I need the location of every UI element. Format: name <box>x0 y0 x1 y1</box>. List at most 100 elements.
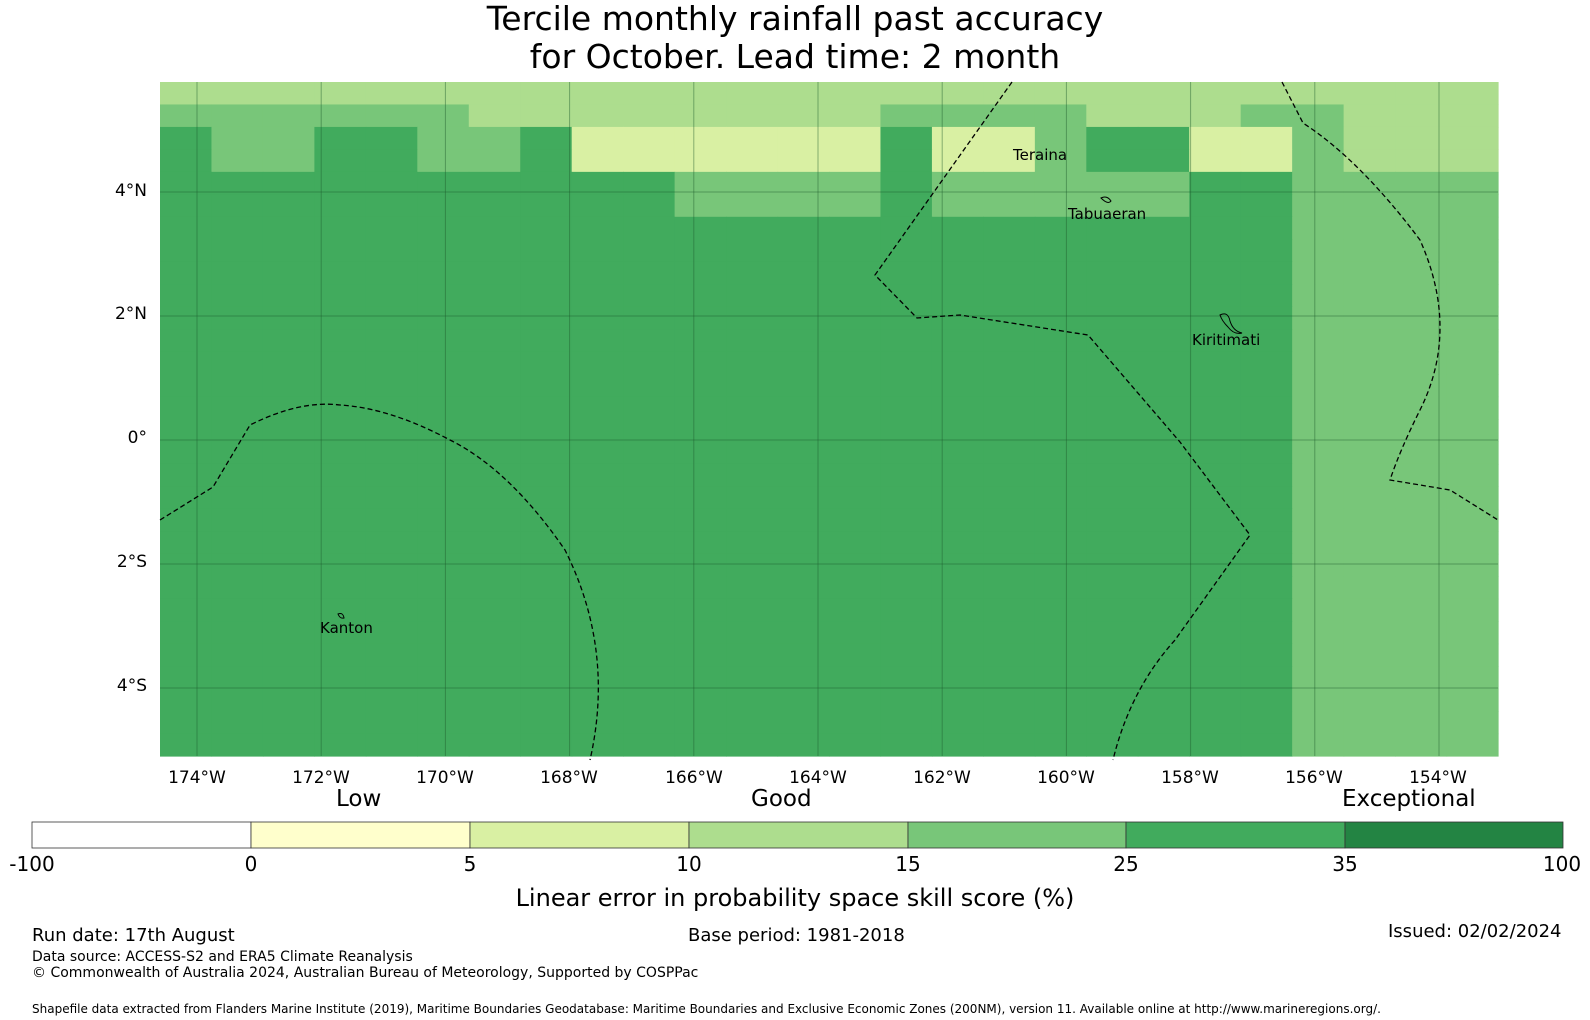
grid-cell <box>1086 126 1139 150</box>
grid-cell <box>211 621 264 645</box>
lon-label-158w: 158°W <box>1161 768 1219 788</box>
grid-cell <box>1189 149 1242 173</box>
grid-cell <box>1189 688 1242 712</box>
grid-cell <box>623 553 676 577</box>
grid-cell <box>931 239 984 263</box>
grid-cell <box>1292 576 1345 600</box>
grid-cell <box>1446 666 1499 690</box>
grid-cell <box>1240 329 1293 353</box>
grid-cell <box>983 261 1036 285</box>
grid-cell <box>571 239 624 263</box>
grid-cell <box>1086 171 1139 195</box>
grid-cell <box>983 104 1036 128</box>
lon-label-154w: 154°W <box>1409 768 1467 788</box>
grid-cell <box>1395 104 1448 128</box>
grid-cell <box>211 643 264 667</box>
grid-cell <box>623 441 676 465</box>
grid-cell <box>314 306 367 330</box>
grid-cell <box>1343 396 1396 420</box>
grid-cell <box>829 621 882 645</box>
colorbar <box>31 821 1564 849</box>
grid-cell <box>674 733 727 757</box>
grid-cell <box>160 621 213 645</box>
eez-boundaries <box>159 81 1499 761</box>
grid-cell <box>1292 82 1345 106</box>
grid-cell <box>417 576 470 600</box>
grid-cell <box>1292 104 1345 128</box>
grid-cell <box>1137 508 1190 532</box>
grid-cell <box>211 351 264 375</box>
grid-cell <box>1189 486 1242 510</box>
grid-cell <box>829 553 882 577</box>
grid-cell <box>777 329 830 353</box>
category-exceptional: Exceptional <box>1342 786 1476 812</box>
grid-cell <box>160 486 213 510</box>
grid-cell <box>417 463 470 487</box>
grid-cell <box>726 711 779 735</box>
island-tabuaeran <box>1100 196 1112 203</box>
grid-cell <box>623 149 676 173</box>
grid-cell <box>880 194 933 218</box>
grid-cell <box>829 216 882 240</box>
grid-cell <box>1137 82 1190 106</box>
grid-cell <box>520 733 573 757</box>
grid-cell <box>314 194 367 218</box>
grid-cell <box>674 598 727 622</box>
skill-map <box>159 81 1499 761</box>
grid-cell <box>1343 553 1396 577</box>
grid-cell <box>1240 733 1293 757</box>
grid-cell <box>1395 576 1448 600</box>
grid-cell <box>314 711 367 735</box>
grid-cell <box>468 82 521 106</box>
issued-date: Issued: 02/02/2024 <box>1388 921 1562 942</box>
colorbar-segment <box>469 821 690 849</box>
grid-cell <box>520 531 573 555</box>
grid-cell <box>314 598 367 622</box>
grid-cell <box>1240 126 1293 150</box>
grid-cell <box>1395 553 1448 577</box>
grid-cell <box>211 149 264 173</box>
grid-cell <box>314 531 367 555</box>
grid-cell <box>571 666 624 690</box>
grid-cell <box>520 261 573 285</box>
grid-cell <box>880 306 933 330</box>
grid-cell <box>571 216 624 240</box>
grid-cell <box>829 126 882 150</box>
grid-cell <box>931 261 984 285</box>
grid-cell <box>520 666 573 690</box>
grid-cell <box>160 306 213 330</box>
grid-cell <box>1446 126 1499 150</box>
grid-cell <box>623 666 676 690</box>
grid-cell <box>1292 463 1345 487</box>
copyright: © Commonwealth of Australia 2024, Austra… <box>32 965 699 981</box>
grid-cell <box>365 711 418 735</box>
grid-cell <box>777 261 830 285</box>
grid-cell <box>417 351 470 375</box>
grid-cell <box>1240 104 1293 128</box>
grid-cell <box>726 351 779 375</box>
grid-cell <box>1395 621 1448 645</box>
grid-cell <box>1086 194 1139 218</box>
grid-cell <box>1034 531 1087 555</box>
grid-cell <box>468 419 521 443</box>
grid-cell <box>262 419 315 443</box>
grid-cell <box>777 508 830 532</box>
grid-cell <box>1034 486 1087 510</box>
grid-cell <box>520 351 573 375</box>
grid-cell <box>160 104 213 128</box>
grid-cell <box>520 576 573 600</box>
place-label-kiritimati: Kiritimati <box>1192 331 1261 349</box>
grid-cell <box>1446 216 1499 240</box>
colorbar-segment <box>907 821 1127 849</box>
grid-cell <box>417 396 470 420</box>
grid-cell <box>1395 463 1448 487</box>
lat-label-2s: 2°S <box>116 552 147 572</box>
grid-cell <box>983 598 1036 622</box>
grid-cell <box>777 284 830 308</box>
grid-cell <box>674 531 727 555</box>
grid-cell <box>777 419 830 443</box>
grid-cell <box>623 486 676 510</box>
grid-cell <box>262 149 315 173</box>
grid-cell <box>1189 508 1242 532</box>
grid-cell <box>417 621 470 645</box>
